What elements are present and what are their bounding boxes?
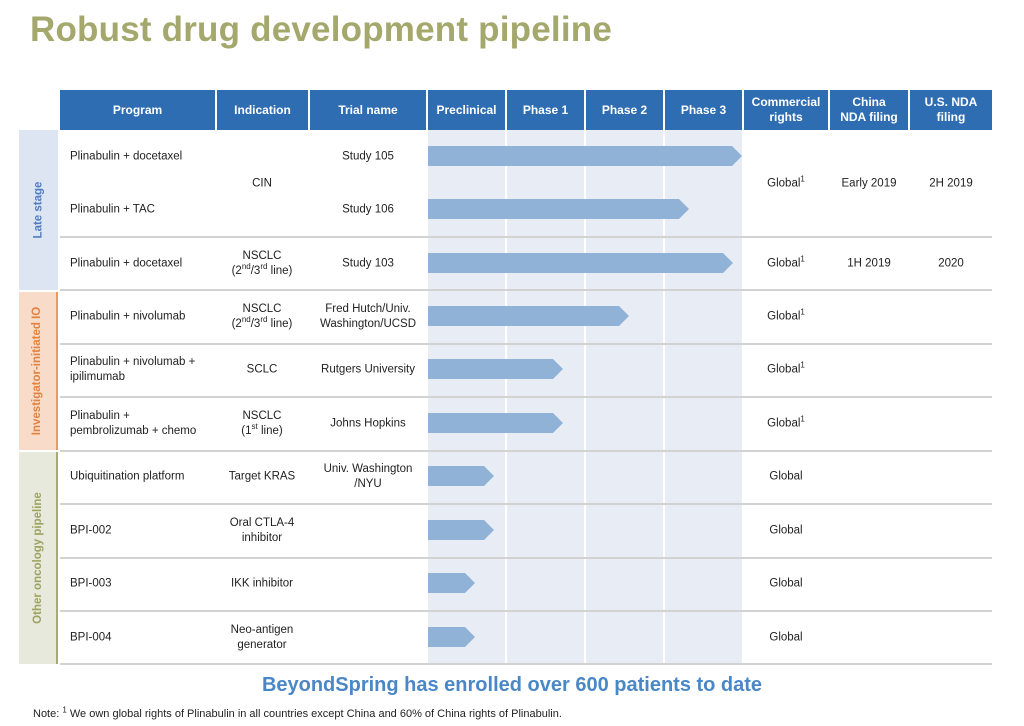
program-name: BPI-003 [70,577,112,590]
indication: NSCLC (2nd/3rd line) [231,303,293,330]
program-name: Plinabulin + nivolumab [70,310,186,323]
indication: NSCLC (1st line) [241,410,283,437]
us-nda-date: 2020 [938,257,964,270]
progress-bar [428,627,475,647]
china-nda-date: Early 2019 [841,177,897,190]
trial-name: Johns Hopkins [330,417,406,430]
trial-name: Study 106 [342,203,394,216]
stage-late: Late stage [19,130,58,290]
program-name: Plinabulin + nivolumab + ipilimumab [70,356,196,383]
program-name: Plinabulin + docetaxel [70,150,183,163]
us-nda-date: 2H 2019 [929,177,973,190]
trial-name: Rutgers University [321,363,415,376]
progress-bar [428,253,733,273]
progress-bar [428,573,475,593]
indication: IKK inhibitor [230,577,294,590]
header-us-nda: U.S. NDA filing [910,90,992,130]
header-phase3: Phase 3 [665,90,742,130]
row-divider [60,396,992,398]
row-divider [60,289,992,291]
header-phase2: Phase 2 [586,90,663,130]
progress-bar [428,520,494,540]
program-name: Plinabulin + pembrolizumab + chemo [70,410,197,437]
commercial-rights: Global1 [767,307,805,323]
program-name: Plinabulin + TAC [70,203,155,216]
row-divider [60,610,992,612]
indication: Target KRAS [228,470,296,483]
page-title: Robust drug development pipeline [30,10,612,49]
footer-message: BeyondSpring has enrolled over 600 patie… [261,674,763,696]
trial-name: Univ. Washington/NYU [323,463,413,490]
indication: NSCLC (2nd/3rd line) [231,250,293,277]
program-name: Plinabulin + docetaxel [70,257,183,270]
trial-name: Study 103 [342,257,394,270]
stage-label-io: Investigator-initiated IO [31,306,44,436]
header-preclinical: Preclinical [428,90,505,130]
progress-bar [428,199,689,219]
progress-bar [428,146,742,166]
footnote: Note: 1 We own global rights of Plinabul… [33,705,562,720]
progress-bar [428,466,494,486]
stage-label-late: Late stage [32,181,45,239]
trial-name: Fred Hutch/Univ. Washington/UCSD [319,303,417,330]
stage-other: Other oncology pipeline [19,452,58,664]
commercial-rights: Global1 [767,254,805,270]
row-divider [60,557,992,559]
program-name: BPI-002 [70,524,112,537]
header-phase1: Phase 1 [507,90,584,130]
header-indication: Indication [217,90,308,130]
indication: Oral CTLA-4 inhibitor [229,517,295,544]
progress-bar [428,306,629,326]
header-program: Program [60,90,215,130]
commercial-rights: Global1 [767,360,805,376]
program-name: Ubiquitination platform [70,470,185,483]
row-divider [60,343,992,345]
header-commercial: Commercial rights [744,90,828,130]
row-divider [60,450,992,452]
indication: Neo-antigen generator [230,624,294,651]
china-nda-date: 1H 2019 [847,257,891,270]
trial-name: Study 105 [342,150,394,163]
row-divider [60,503,992,505]
progress-bar [428,413,563,433]
program-name: BPI-004 [70,631,112,644]
header-trial: Trial name [310,90,426,130]
indication: SCLC [246,363,278,376]
row-divider [60,663,992,665]
commercial-rights: Global [769,470,803,483]
commercial-rights: Global1 [767,414,805,430]
row-divider [60,236,992,238]
commercial-rights: Global [769,524,803,537]
stage-label-other: Other oncology pipeline [31,492,44,624]
commercial-rights: Global [769,631,803,644]
indication: CIN [252,177,272,190]
header-china-nda: China NDA filing [830,90,908,130]
progress-bar [428,359,563,379]
stage-io: Investigator-initiated IO [19,292,58,450]
commercial-rights: Global [769,577,803,590]
commercial-rights: Global1 [767,174,805,190]
